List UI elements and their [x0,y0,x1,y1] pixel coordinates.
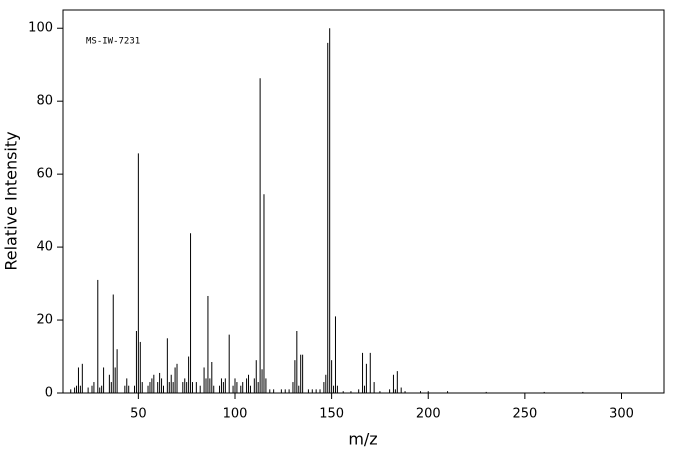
x-tick-label: 300 [609,407,634,422]
x-tick-label: 250 [512,407,537,422]
x-tick-label: 50 [130,407,147,422]
y-tick-label: 40 [36,240,53,255]
x-axis-title: m/z [348,430,377,449]
x-tick-label: 100 [223,407,248,422]
plot-frame [62,9,665,394]
y-tick-label: 20 [36,313,53,328]
y-tick-label: 60 [36,167,53,182]
x-tick-label: 200 [416,407,441,422]
y-tick-label: 0 [45,386,53,401]
y-tick-label: 100 [28,21,53,36]
y-tick-label: 80 [36,94,53,109]
y-axis-title: Relative Intensity [2,131,21,270]
x-tick-label: 150 [319,407,344,422]
annotation: MS-IW-7231 [86,37,140,47]
